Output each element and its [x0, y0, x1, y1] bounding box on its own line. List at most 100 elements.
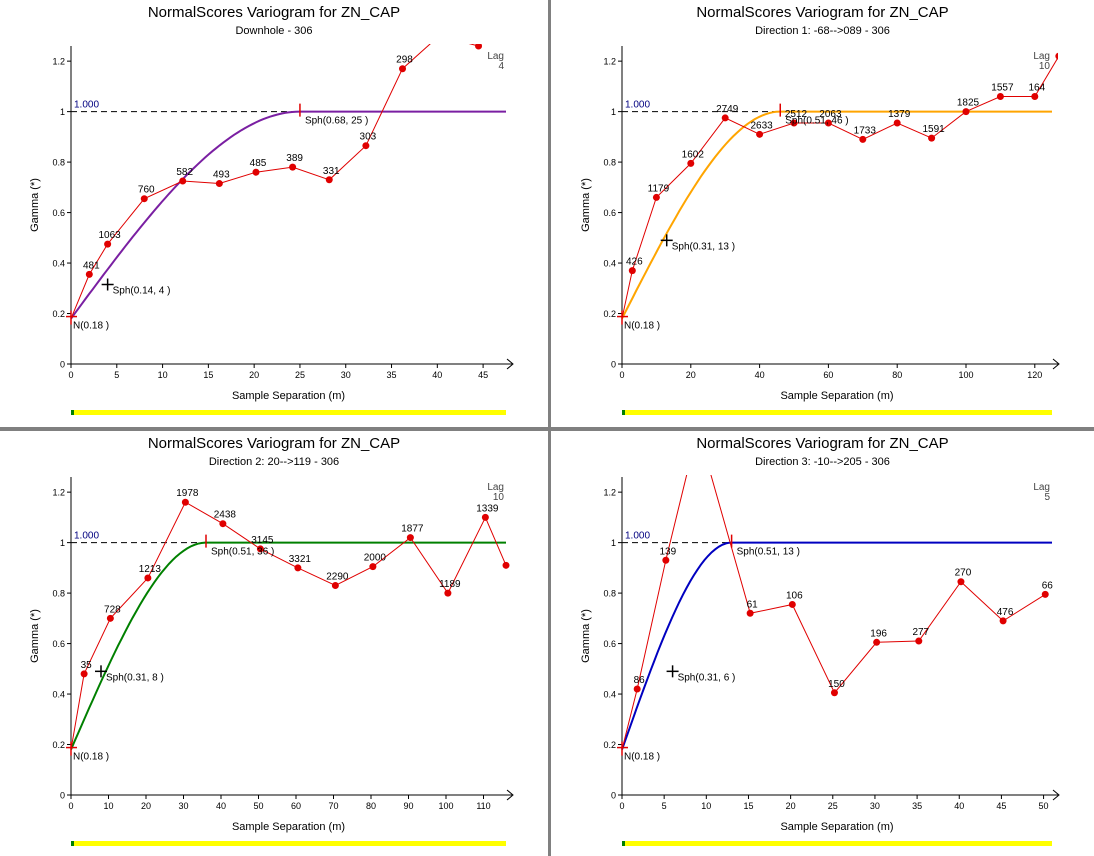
x-tick-label: 100 [958, 370, 973, 380]
data-point [444, 589, 452, 597]
x-tick-label: 25 [828, 801, 838, 811]
y-tick-label: 0 [60, 791, 65, 801]
y-axis-label: Gamma (*) [29, 609, 41, 663]
x-axis-arrow [506, 358, 514, 370]
data-point [652, 193, 660, 201]
data-point [1031, 92, 1039, 100]
data-point [721, 114, 729, 122]
data-point [957, 578, 965, 586]
pair-count-label: 493 [213, 170, 230, 181]
data-point [893, 119, 901, 127]
data-point [106, 614, 114, 622]
data-point [256, 545, 264, 553]
nugget-label: N(0.18 ) [624, 752, 660, 763]
experimental-group: 86 139 61 106 150 196 277 270 476 66 [622, 475, 1054, 750]
x-tick-label: 30 [341, 370, 351, 380]
progress-bar [622, 841, 1052, 846]
pair-count-label: 1213 [139, 564, 162, 575]
range-label: Sph(0.51, 46 ) [785, 116, 848, 127]
x-tick-label: 120 [1027, 370, 1042, 380]
pair-count-label: 331 [323, 166, 340, 177]
data-point [746, 609, 754, 617]
lag-value: 5 [1044, 492, 1050, 503]
chart-title: NormalScores Variogram for ZN_CAP [696, 435, 948, 452]
range-label: Sph(0.68, 25 ) [305, 116, 368, 127]
pair-count-label: 150 [828, 679, 845, 690]
pair-count-label: 1825 [957, 98, 980, 109]
chart-title: NormalScores Variogram for ZN_CAP [148, 435, 400, 452]
chart-panel-direction-2: NormalScores Variogram for ZN_CAP Directi… [0, 431, 548, 856]
model-curve [621, 541, 1052, 750]
pair-count-label: 1189 [439, 579, 461, 590]
pair-count-label: 277 [912, 627, 929, 638]
y-tick-label: 0.8 [52, 158, 65, 168]
lag-label: Lag [1033, 51, 1050, 62]
data-point [915, 637, 923, 645]
pair-count-label: 66 [1042, 580, 1054, 591]
y-tick-label: 0.4 [52, 259, 65, 269]
data-point [140, 195, 148, 203]
nugget-label: N(0.18 ) [73, 752, 109, 763]
x-tick-label: 25 [295, 370, 305, 380]
chart-svg-1: NormalScores Variogram for ZN_CAP Directi… [580, 4, 1060, 415]
x-axis-arrow [506, 789, 514, 801]
pair-count-label: 485 [250, 158, 267, 169]
model-curve [70, 541, 506, 750]
x-tick-label: 0 [619, 801, 624, 811]
y-tick-label: 0.2 [603, 740, 616, 750]
inner-structure-label: Sph(0.31, 6 ) [678, 672, 736, 683]
pair-count-label: 298 [396, 55, 413, 66]
experimental-line [622, 475, 1046, 750]
pair-count-label: 1978 [176, 488, 199, 499]
y-tick-label: 1.2 [52, 57, 65, 67]
y-tick-label: 0.8 [603, 589, 616, 599]
x-tick-label: 45 [478, 370, 488, 380]
pair-count-label: 1733 [854, 125, 877, 136]
data-point [399, 65, 407, 73]
x-tick-label: 5 [662, 801, 667, 811]
data-point [369, 563, 377, 571]
data-point [788, 600, 796, 608]
pair-count-label: 35 [81, 660, 93, 671]
pair-count-label: 760 [138, 185, 155, 196]
x-tick-label: 35 [387, 370, 397, 380]
pair-count-label: 61 [747, 599, 759, 610]
y-tick-label: 0.8 [603, 158, 616, 168]
nugget-label: N(0.18 ) [624, 321, 660, 332]
x-tick-label: 40 [954, 801, 964, 811]
y-tick-label: 0.2 [52, 740, 65, 750]
data-point [824, 119, 832, 127]
experimental-group: 481 1063 760 582 493 485 389 331 303 298 3 [71, 44, 483, 319]
chart-panel-direction-3: NormalScores Variogram for ZN_CAP Directi… [551, 431, 1094, 856]
chart-subtitle: Direction 3: -10-->205 - 306 [755, 456, 890, 468]
data-point [362, 142, 370, 150]
y-tick-label: 0.8 [52, 589, 65, 599]
data-point [289, 163, 297, 171]
x-tick-label: 60 [823, 370, 833, 380]
data-point [996, 92, 1004, 100]
experimental-line [71, 501, 507, 750]
y-tick-label: 0 [60, 360, 65, 370]
y-tick-label: 0.6 [603, 208, 616, 218]
x-tick-label: 10 [103, 801, 113, 811]
pair-count-label: 270 [955, 568, 972, 579]
data-point [215, 180, 223, 188]
x-tick-label: 5 [114, 370, 119, 380]
model-curve [70, 110, 506, 320]
model-curve [621, 110, 1052, 320]
lag-label: Lag [1033, 482, 1050, 493]
data-point [633, 685, 641, 693]
x-tick-label: 50 [253, 801, 263, 811]
sill-label: 1.000 [74, 100, 99, 111]
data-point [181, 498, 189, 506]
lag-label: Lag [487, 51, 504, 62]
data-point [1041, 590, 1049, 598]
pair-count-label: 106 [786, 590, 803, 601]
experimental-line [622, 56, 1058, 319]
pair-count-label: 426 [626, 257, 643, 268]
x-axis-arrow [1052, 358, 1060, 370]
inner-structure-label: Sph(0.31, 13 ) [672, 241, 735, 252]
y-tick-label: 0.2 [603, 309, 616, 319]
y-tick-label: 0 [611, 360, 616, 370]
lag-value: 10 [493, 492, 505, 503]
